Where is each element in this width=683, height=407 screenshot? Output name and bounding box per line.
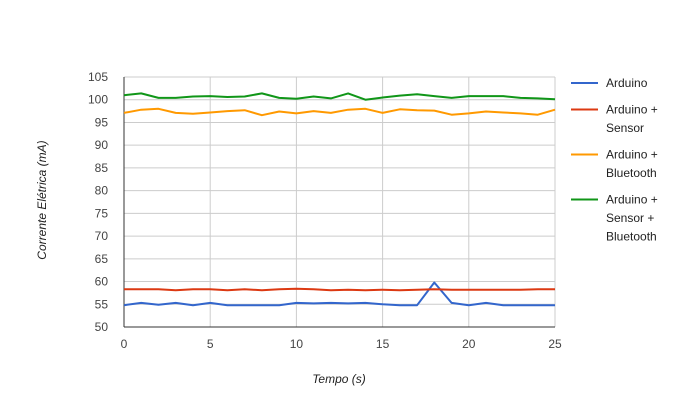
y-tick-label: 55 — [95, 297, 109, 311]
legend-label-4: Arduino + Sensor + Bluetooth — [606, 193, 658, 244]
series-line-1 — [123, 281, 555, 307]
y-tick-label: 105 — [88, 70, 108, 84]
y-tick-label: 75 — [95, 206, 109, 220]
y-tick-label: 90 — [95, 138, 109, 152]
x-tick-label: 0 — [121, 337, 128, 351]
y-tick-label: 85 — [95, 161, 109, 175]
x-tick-label: 20 — [462, 337, 476, 351]
series-line-4 — [123, 92, 556, 101]
x-tick-label: 10 — [290, 337, 304, 351]
legend-label-3: Arduino + Bluetooth — [606, 148, 658, 181]
x-tick-label: 15 — [376, 337, 390, 351]
y-tick-label: 80 — [95, 184, 109, 198]
legend-label-2: Arduino + Sensor — [606, 103, 658, 136]
y-tick-label: 95 — [95, 115, 109, 129]
x-tick-label: 5 — [207, 337, 214, 351]
legend-label-1: Arduino — [606, 76, 648, 90]
y-axis-title: Corrente Elétrica (mA) — [35, 140, 49, 259]
axes — [123, 77, 555, 328]
x-tick-label: 25 — [548, 337, 562, 351]
series-line-3 — [123, 107, 556, 117]
y-tick-label: 100 — [88, 93, 108, 107]
y-tick-label: 65 — [95, 252, 109, 266]
y-tick-label: 70 — [95, 229, 109, 243]
tick-labels: 50 55 60 65 70 75 80 85 90 95 100 105 0 5 10 15 20 25 — [88, 70, 562, 351]
x-axis-title: Tempo (s) — [312, 372, 366, 386]
series-line-2 — [124, 287, 555, 292]
y-tick-label: 60 — [95, 275, 109, 289]
series-lines — [123, 92, 556, 307]
legend: Arduino Arduino + Sensor Arduino + Bluetooth… — [571, 76, 658, 244]
y-tick-label: 50 — [95, 320, 109, 334]
gridlines — [124, 76, 556, 327]
